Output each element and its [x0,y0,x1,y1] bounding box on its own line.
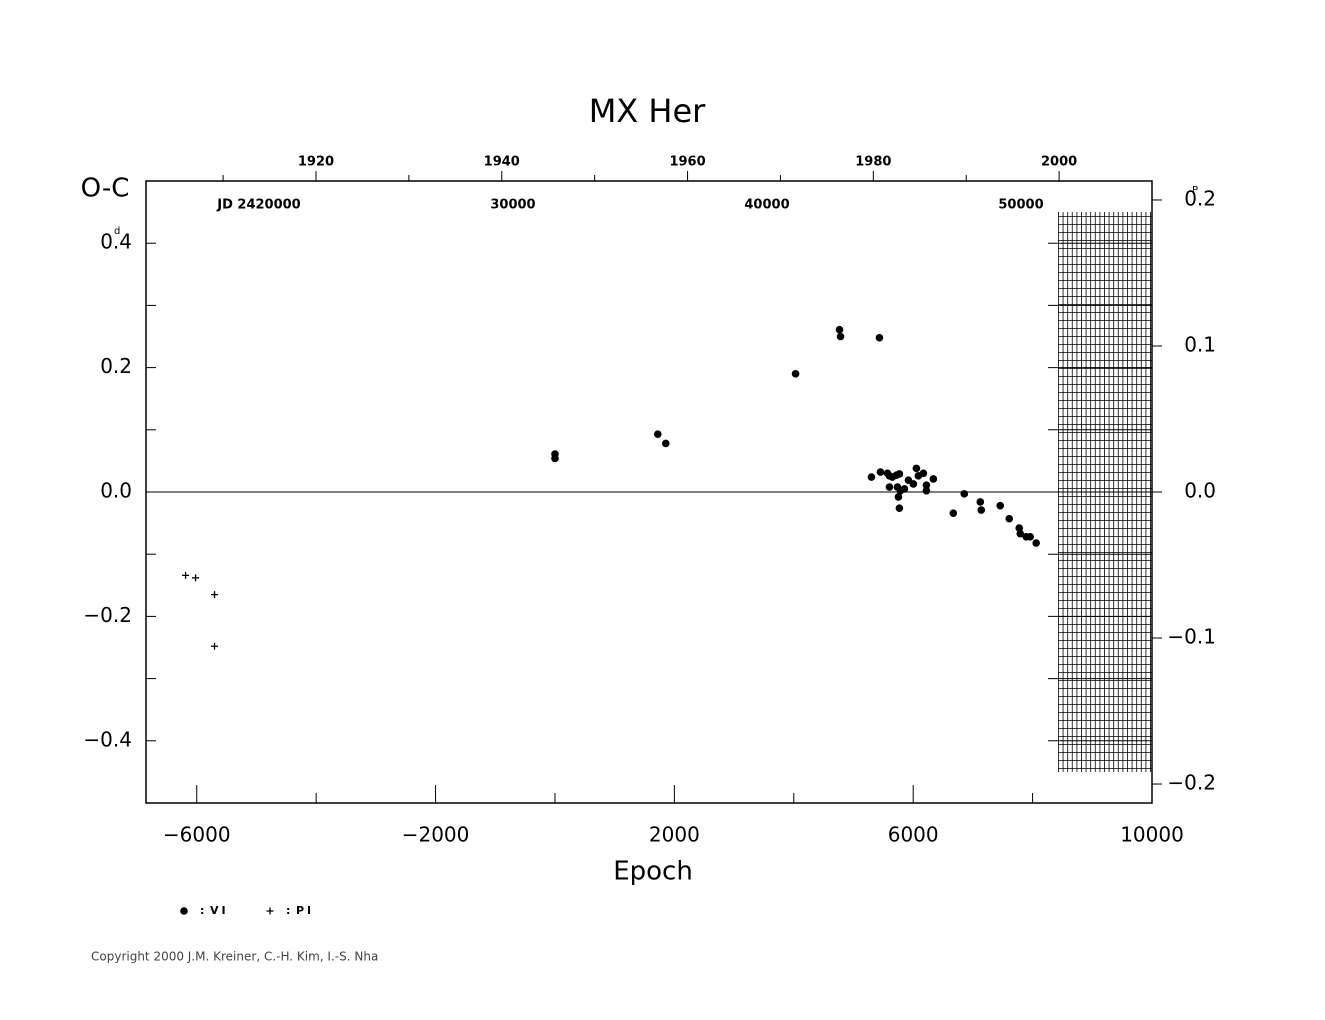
point [1016,529,1025,538]
y2-unit: P [1192,185,1198,196]
jd-tick-label: 50000 [998,198,1043,213]
y-tick-label: −0.2 [83,603,132,627]
chart-title: MX Her [589,92,706,130]
point [836,332,845,341]
x-axis-label: Epoch [613,857,693,887]
point [211,642,219,650]
point [1015,524,1024,532]
point [895,470,904,478]
jd-tick-label: JD 2420000 [216,198,300,213]
y-tick-label: 0.4 [100,230,132,254]
legend-sep: : [200,904,204,917]
y2-tick-label: 0.2 [1184,186,1216,210]
point [976,498,985,506]
point [960,490,969,498]
legend-marker [180,907,188,915]
y-tick-label: −0.4 [83,727,132,751]
legend-label: PI [296,904,314,917]
point [661,439,670,448]
y-tick-label: 0.2 [100,354,132,378]
point [922,481,931,489]
point [192,574,200,582]
point [912,464,921,473]
x-tick-label: −6000 [163,823,231,847]
point [949,509,958,517]
year-tick-label: 2000 [1041,155,1077,170]
jd-tick-label: 30000 [490,198,535,213]
x-tick-label: −2000 [402,823,470,847]
point [929,475,938,483]
point [876,468,885,476]
x-tick-label: 10000 [1120,823,1184,847]
y2-tick-label: 0.1 [1184,332,1216,356]
copyright: Copyright 2000 J.M. Kreiner, C.-H. Kim, … [91,950,378,964]
jd-tick-label: 40000 [744,198,789,213]
point [1026,532,1035,541]
y-unit: d [114,226,120,237]
point [900,485,909,493]
point [867,473,876,481]
point [919,469,928,478]
point [894,493,903,501]
legend-label: VI [210,904,229,917]
point [182,571,190,579]
y-axis-label: O-C [81,174,130,204]
point [922,486,931,495]
point [1032,539,1040,547]
point [977,506,986,514]
legend-marker [266,907,274,915]
point [835,325,844,334]
point [895,504,904,512]
point [885,483,894,491]
x-tick-label: 6000 [888,823,939,847]
year-tick-label: 1980 [855,155,891,170]
point [653,430,662,438]
point [791,370,800,378]
y2-tick-label: −0.1 [1167,625,1216,649]
year-tick-label: 1940 [484,155,520,170]
point [211,591,219,599]
x-tick-label: 2000 [649,823,700,847]
point [551,454,559,463]
year-tick-label: 1960 [669,155,705,170]
y2-tick-label: 0.0 [1184,479,1216,503]
point [996,501,1005,510]
point [909,480,918,488]
year-tick-label: 1920 [298,155,334,170]
point [875,333,884,342]
legend-sep: : [286,904,290,917]
point [1005,514,1014,523]
y-tick-label: 0.0 [100,479,132,503]
y2-tick-label: −0.2 [1167,771,1216,795]
